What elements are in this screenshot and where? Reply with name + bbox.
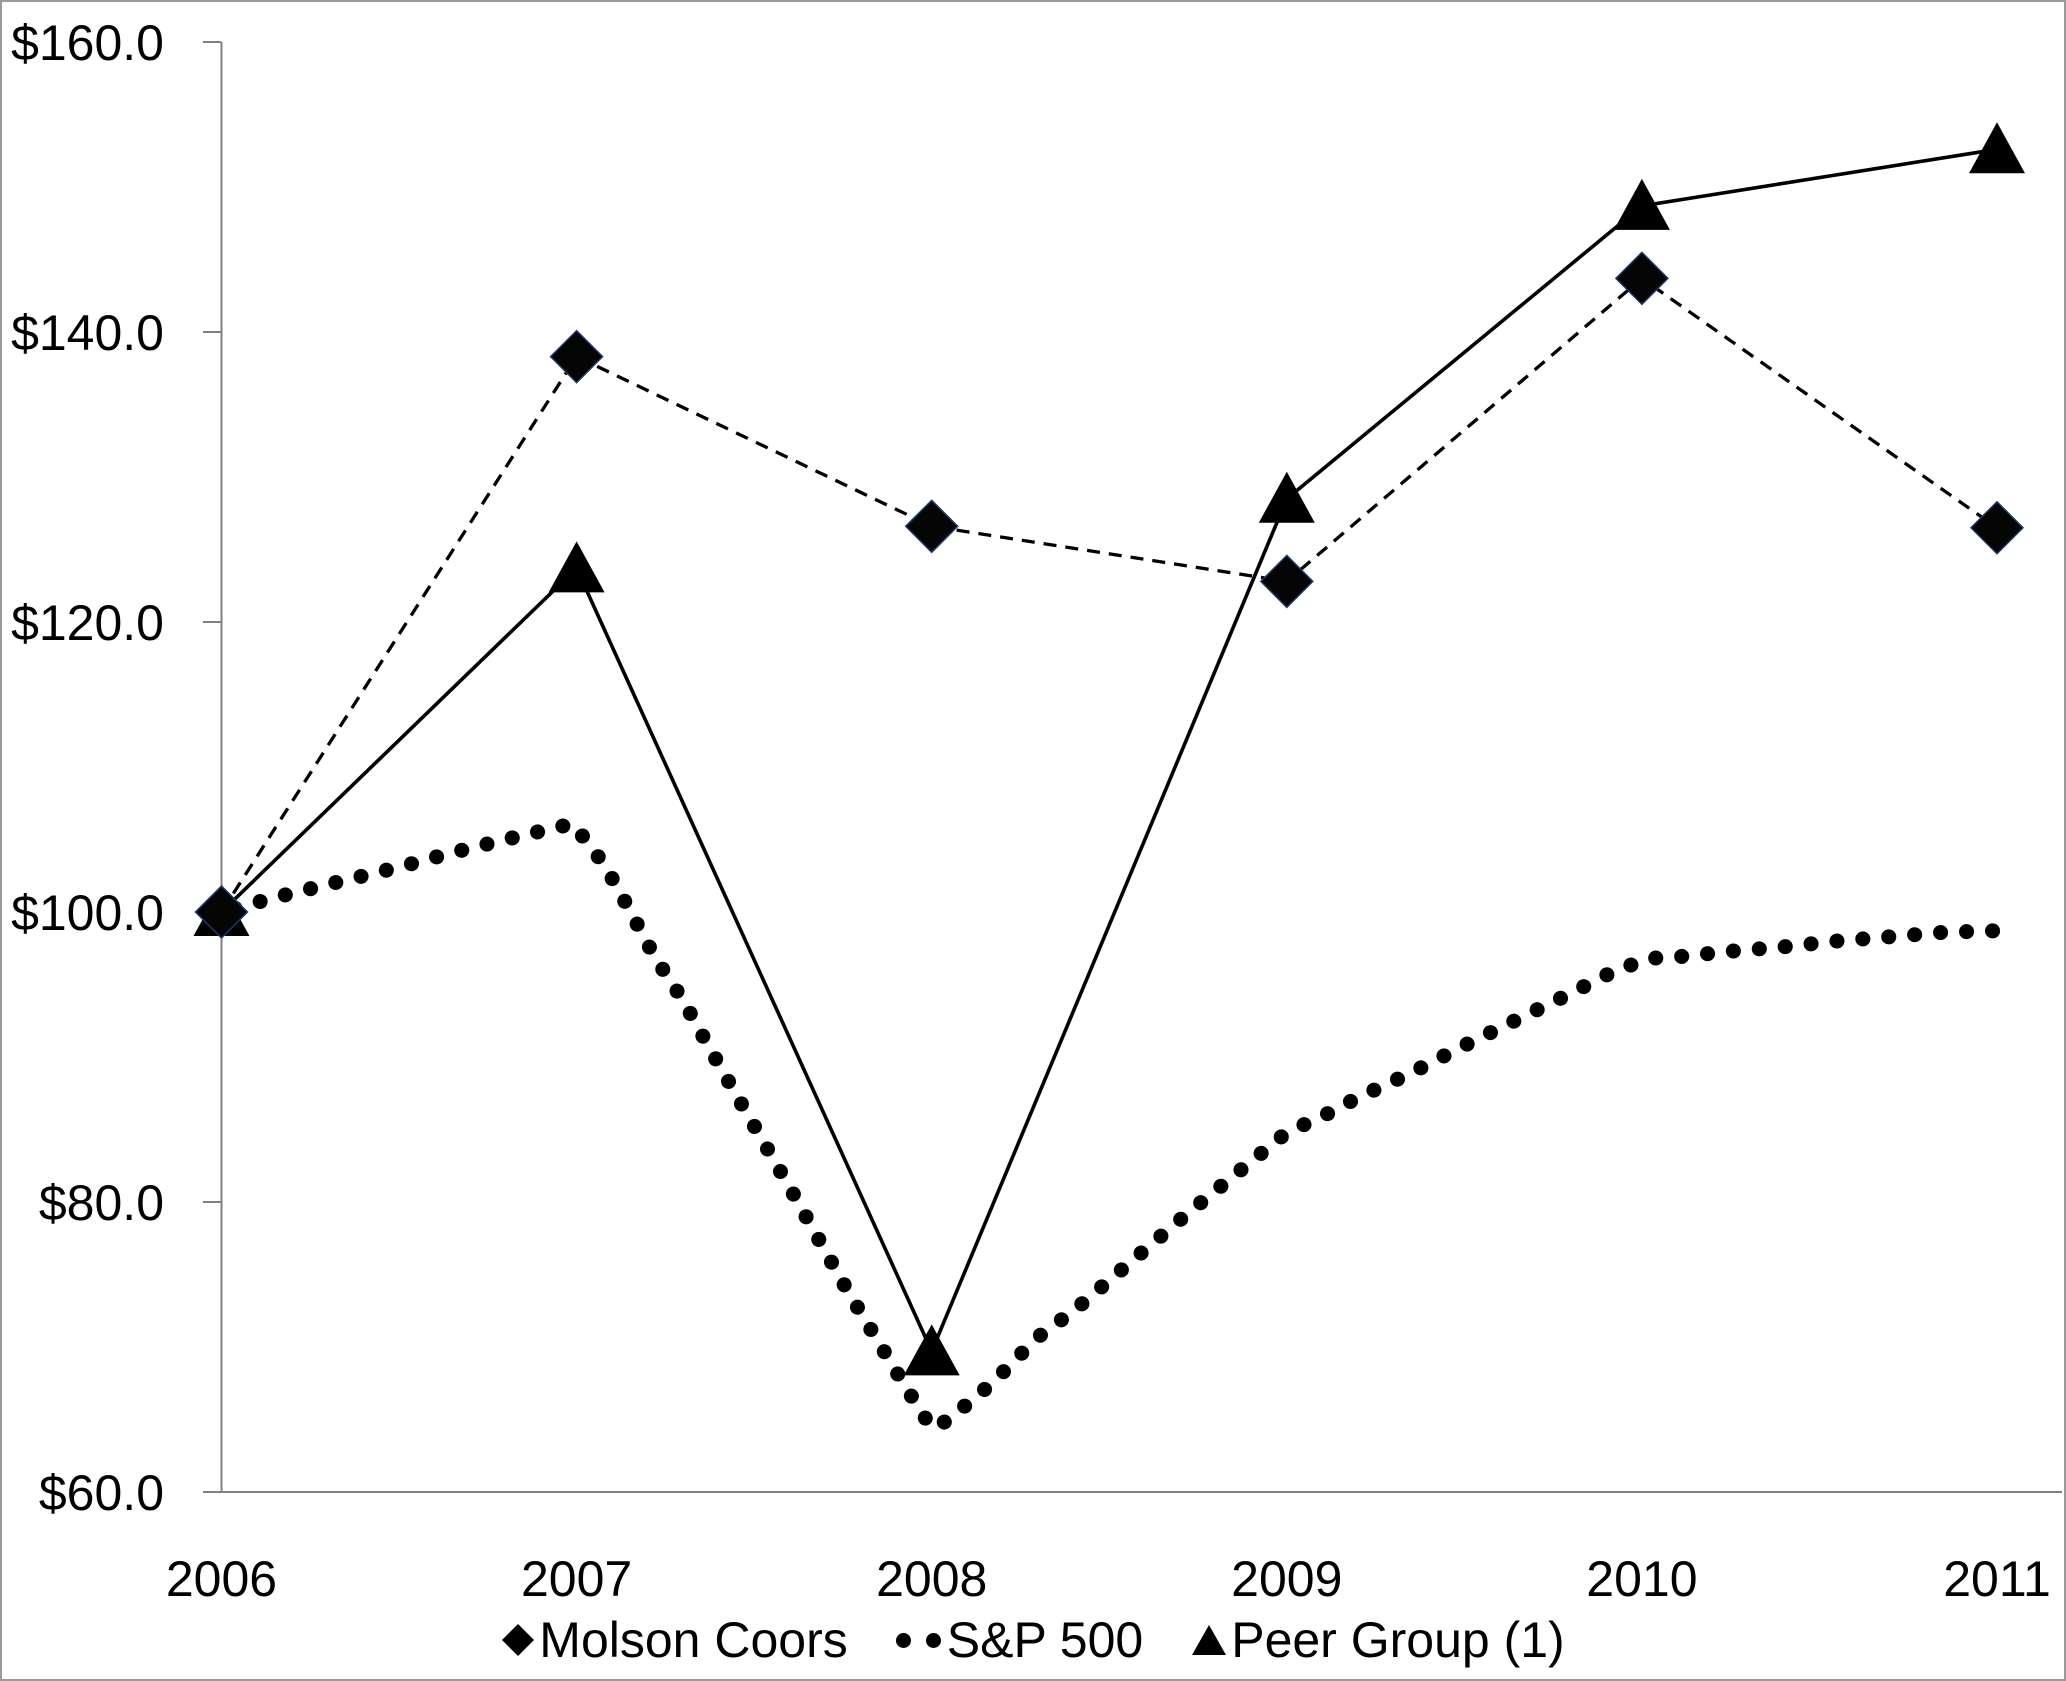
legend-label-peer-group: Peer Group (1)	[1231, 1612, 1565, 1668]
molson-coors-marker	[549, 329, 604, 384]
peer-group-line	[220, 147, 1998, 1356]
legend: Molson Coors S&P 500 Peer Group (1)	[2, 1600, 2064, 1679]
molson-coors-marker	[1969, 500, 2025, 555]
molson-coors-marker	[904, 499, 959, 554]
molson-coors-marker	[1259, 554, 1314, 609]
peer-group-marker	[1969, 122, 2025, 174]
y-tick-label: $60.0	[39, 1465, 164, 1521]
y-tick-label: $160.0	[11, 15, 164, 71]
y-tick-label: $120.0	[11, 595, 164, 651]
peer-group-marker	[548, 541, 605, 593]
y-tick-label: $80.0	[39, 1175, 164, 1231]
x-tick-label: 2011	[1943, 1551, 2051, 1607]
sp500-line	[214, 816, 2005, 1436]
legend-item-peer-group: Peer Group (1)	[1191, 1611, 1565, 1669]
y-tick-label: $140.0	[11, 305, 164, 361]
x-tick-label: 2009	[1231, 1551, 1342, 1607]
x-tick-label: 2006	[166, 1551, 277, 1607]
molson-coors-marker	[1614, 251, 1669, 306]
legend-label-sp500: S&P 500	[946, 1612, 1144, 1668]
molson-coors-marker	[194, 884, 249, 940]
y-tick-label: $100.0	[11, 885, 164, 941]
x-tick-label: 2008	[876, 1551, 987, 1607]
peer-group-marker	[1613, 178, 1670, 230]
triangle-icon	[1192, 1625, 1227, 1655]
legend-item-molson-coors: Molson Coors	[501, 1611, 848, 1669]
legend-item-sp500: S&P 500	[895, 1611, 1144, 1669]
x-tick-label: 2007	[521, 1551, 632, 1607]
peer-group-marker	[903, 1324, 960, 1376]
dots-icon	[895, 1632, 941, 1648]
molson-coors-line	[220, 276, 1998, 913]
diamond-icon	[502, 1624, 535, 1656]
x-tick-label: 2010	[1586, 1551, 1697, 1607]
legend-label-molson-coors: Molson Coors	[539, 1612, 848, 1668]
peer-group-marker	[1258, 471, 1315, 523]
